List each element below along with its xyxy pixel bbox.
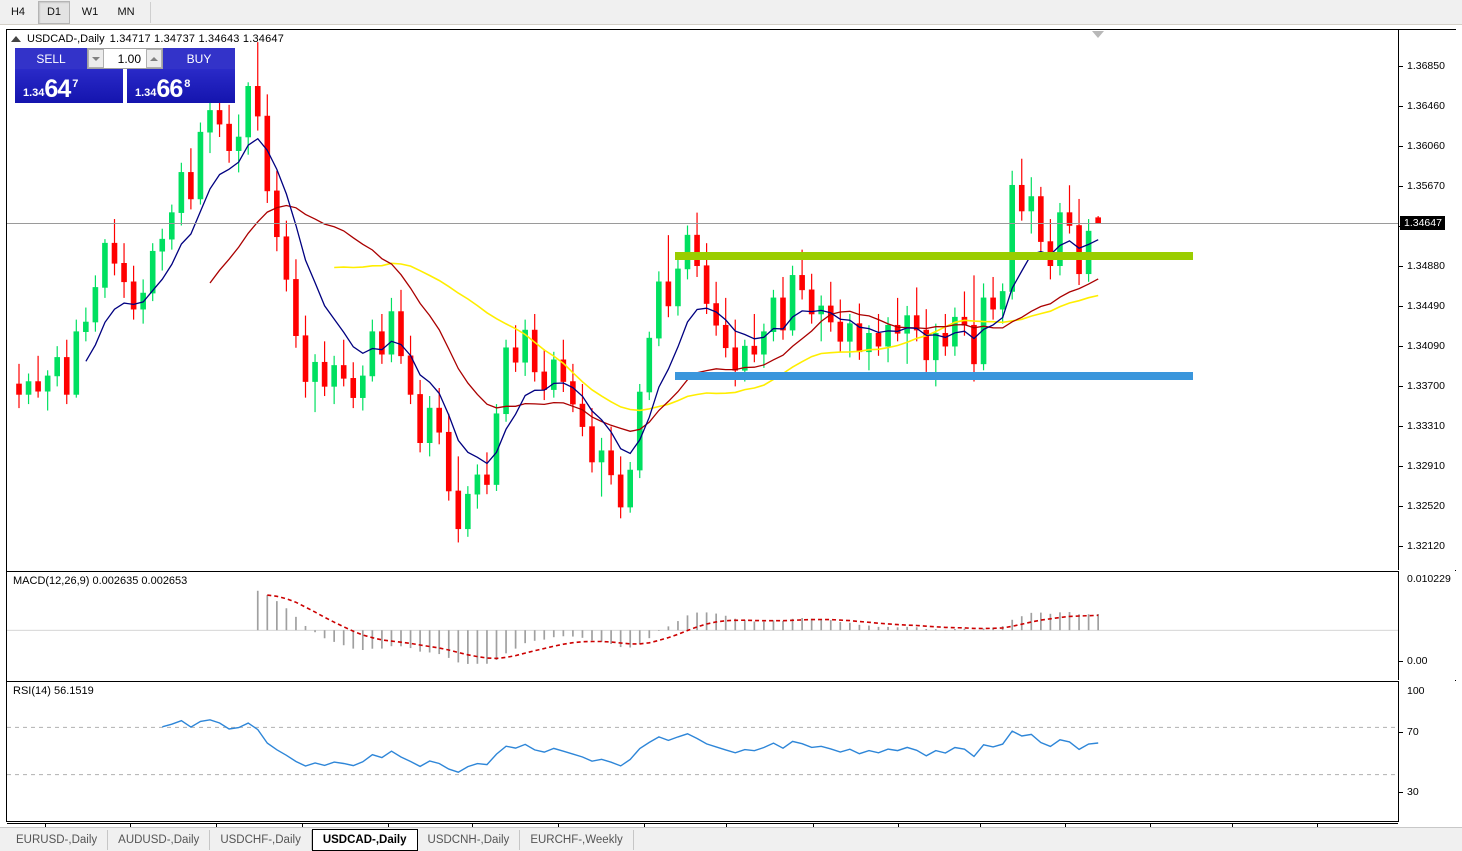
volume-increase-button[interactable] (146, 49, 162, 68)
macd-plot (7, 590, 1398, 664)
macd-pane[interactable]: MACD(12,26,9) 0.002635 0.002653 (7, 571, 1398, 679)
rsi-pane[interactable]: RSI(14) 56.1519 (7, 681, 1398, 822)
date-tick (302, 824, 303, 827)
price-scale[interactable]: 1.368501.364601.360601.356701.352701.348… (1398, 30, 1462, 712)
chart-tab-usdcnh[interactable]: USDCNH-,Daily (418, 829, 521, 850)
date-tick (898, 824, 899, 827)
chart-symbol-header: USDCAD-,Daily 1.34717 1.34737 1.34643 1.… (11, 33, 284, 45)
oct-price-row: 1.34 64 7 1.34 66 8 (15, 69, 235, 103)
price-tick-label: 1.36060 (1399, 140, 1445, 152)
chart-frame[interactable]: USDCAD-,Daily 1.34717 1.34737 1.34643 1.… (6, 29, 1462, 843)
chart-symbol-label: USDCAD-,Daily (27, 33, 105, 45)
chart-tab-usdcad[interactable]: USDCAD-,Daily (311, 828, 418, 851)
chart-tab-audusd[interactable]: AUDUSD-,Daily (108, 829, 211, 850)
macd-tick-label: 0.010229 (1407, 573, 1451, 585)
chart-tab-bar: EURUSD-,Daily AUDUSD-,Daily USDCHF-,Daily U… (0, 827, 1462, 851)
buy-price-fraction: 8 (184, 78, 191, 90)
date-tick (644, 824, 645, 827)
resistance-trendline[interactable] (675, 252, 1193, 260)
oct-controls-row: SELL 1.00 BUY (15, 48, 235, 69)
volume-field[interactable]: 1.00 (87, 48, 163, 69)
rsi-tick-label: 100 (1407, 685, 1425, 697)
buy-price-big: 66 (156, 75, 183, 103)
sell-price-prefix: 1.34 (23, 87, 45, 99)
timeframe-button-mn[interactable]: MN (117, 6, 135, 18)
triangle-up-icon[interactable] (11, 36, 21, 42)
rsi-scale[interactable]: 10070300 (1398, 681, 1462, 839)
volume-decrease-button[interactable] (88, 49, 104, 68)
toolbar-separator (150, 1, 151, 23)
sell-price-big: 64 (44, 75, 71, 103)
price-tick-label: 1.34880 (1399, 260, 1445, 272)
buy-button[interactable]: BUY (163, 48, 235, 69)
chevron-up-icon (150, 56, 158, 61)
rsi-plot (7, 719, 1398, 776)
date-tick (1065, 824, 1066, 827)
chart-ohlc-values: 1.34717 1.34737 1.34643 1.34647 (109, 33, 285, 45)
volume-value[interactable]: 1.00 (117, 51, 141, 66)
price-tick-label: 1.32910 (1399, 460, 1445, 472)
macd-tick-label: 0.00 (1399, 655, 1427, 667)
rsi-label: RSI(14) 56.1519 (13, 685, 94, 697)
chart-tab-usdchf[interactable]: USDCHF-,Daily (210, 829, 312, 850)
date-tick (45, 824, 46, 827)
current-price-line (7, 223, 1398, 225)
price-pane-inner (7, 30, 1398, 569)
price-tick-label: 1.36460 (1399, 100, 1445, 112)
buy-price-display[interactable]: 1.34 66 8 (127, 69, 235, 103)
chevron-down-icon (92, 56, 100, 61)
price-tick-label: 1.34090 (1399, 340, 1445, 352)
price-tick-label: 1.35670 (1399, 180, 1445, 192)
price-tick-label: 1.32520 (1399, 500, 1445, 512)
price-tick-label: 1.33310 (1399, 420, 1445, 432)
price-pane[interactable] (7, 30, 1398, 569)
price-tick-label: 1.32120 (1399, 540, 1445, 552)
chart-top-marker-icon (1092, 31, 1105, 38)
date-tick (388, 824, 389, 827)
timeframe-toolbar: H4 D1 W1 MN (0, 0, 1462, 25)
support-trendline[interactable] (675, 372, 1193, 380)
price-tick-label: 1.36850 (1399, 60, 1445, 72)
macd-pane-inner: MACD(12,26,9) 0.002635 0.002653 (7, 572, 1398, 679)
date-tick (472, 824, 473, 827)
current-price-label: 1.34647 (1400, 216, 1445, 231)
buy-price-prefix: 1.34 (135, 87, 157, 99)
date-tick (130, 824, 131, 827)
date-tick (813, 824, 814, 827)
date-tick (558, 824, 559, 827)
chart-tab-eurchf[interactable]: EURCHF-,Weekly (520, 829, 634, 850)
price-tick-label: 1.34490 (1399, 300, 1445, 312)
timeframe-button-w1[interactable]: W1 (81, 6, 99, 18)
rsi-pane-inner: RSI(14) 56.1519 (7, 682, 1398, 822)
date-tick (980, 824, 981, 827)
sell-price-fraction: 7 (72, 78, 79, 90)
timeframe-button-h4[interactable]: H4 (10, 6, 26, 18)
rsi-tick-label: 70 (1399, 726, 1419, 738)
chart-tab-eurusd[interactable]: EURUSD-,Daily (6, 829, 109, 850)
one-click-trading-panel: SELL 1.00 BUY 1.34 64 7 1.34 66 8 (15, 48, 235, 103)
sell-price-display[interactable]: 1.34 64 7 (15, 69, 123, 103)
timeframe-button-d1[interactable]: D1 (38, 0, 70, 24)
date-tick (726, 824, 727, 827)
price-tick-label: 1.33700 (1399, 380, 1445, 392)
date-tick (1317, 824, 1318, 827)
date-tick (1232, 824, 1233, 827)
macd-label: MACD(12,26,9) 0.002635 0.002653 (13, 575, 188, 587)
rsi-tick-label: 30 (1399, 786, 1419, 798)
sell-button[interactable]: SELL (15, 48, 87, 69)
date-tick (216, 824, 217, 827)
date-tick (1150, 824, 1151, 827)
candlestick-plot (16, 42, 1101, 543)
